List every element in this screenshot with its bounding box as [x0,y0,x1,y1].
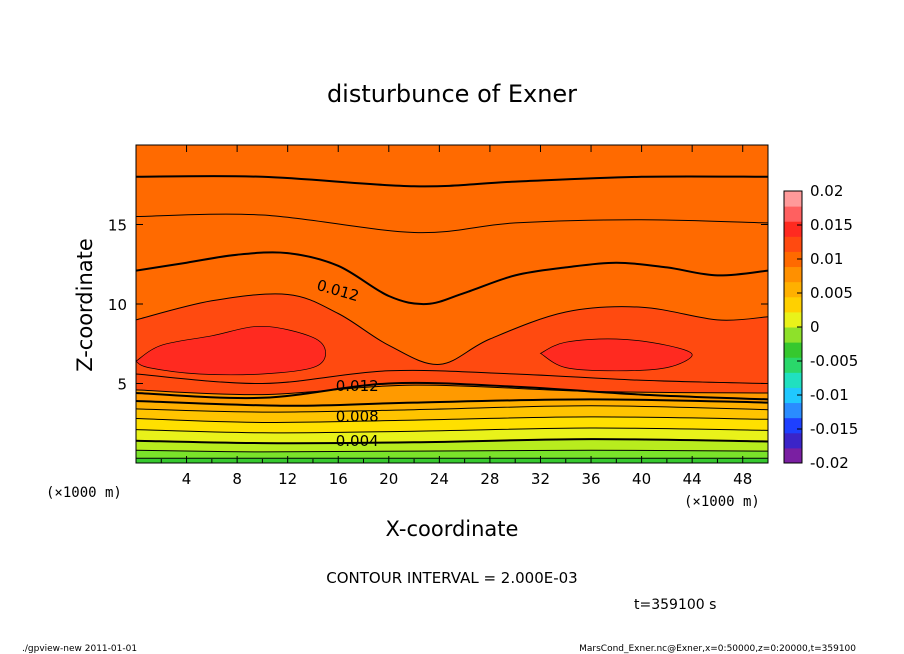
colorbar-label: 0.015 [810,216,853,234]
x-tick-label: 44 [683,470,702,488]
colorbar-swatch [784,206,802,222]
colorbar-swatch [784,191,802,207]
y-axis: 5 10 15 [108,217,768,394]
colorbar-swatch [784,357,802,373]
colorbar-label: 0.01 [810,250,843,268]
contour-line-lower-3 [136,427,768,434]
y-axis-label: Z-coordinate [73,238,97,372]
x-tick-label: 40 [632,470,651,488]
x-axis: 4 8 12 16 20 24 28 32 36 40 44 48 [160,145,752,488]
x-tick-label: 16 [329,470,348,488]
chart-title: disturbunce of Exner [327,80,577,108]
colorbar-swatch [784,311,802,328]
contour-label: 0.008 [336,407,379,425]
x-tick-label: 4 [182,470,192,488]
x-unit-label-right: (×1000 m) [684,494,760,510]
contour-line-lower-8 [136,381,768,401]
contour-line-lower-7 [136,384,768,396]
contour-interval-text: CONTOUR INTERVAL = 2.000E-03 [326,569,577,587]
colorbar-swatch [784,266,802,283]
contour-label: 0.012 [336,377,379,395]
colorbar-swatch [784,327,802,343]
x-tick-label: 28 [480,470,499,488]
contour-line-lower-4 [136,416,768,424]
y-tick-label: 15 [108,217,127,235]
contour-line-lower-9 [136,369,768,385]
colorbar-swatch [784,417,802,434]
contour-line-upper-0 [136,175,768,188]
colorbar-swatch [784,447,802,464]
contour-line-upper-1 [136,213,768,234]
footer-left: ./gpview-new 2011-01-01 [22,644,137,654]
colorbar-swatch [784,281,802,298]
band-upper-3 [136,145,768,365]
colorbar-swatch [784,402,802,419]
colorbar-swatch [784,387,802,404]
y-tick-label: 10 [108,296,127,314]
plot-area [136,145,768,463]
x-unit-label-left: (×1000 m) [46,485,122,501]
contour-line-lower-2 [136,438,768,445]
colorbar-swatch [784,296,802,313]
x-tick-label: 32 [531,470,550,488]
contour-line-upper-2 [136,251,768,306]
contour-line-lower-1 [136,449,768,453]
colorbar-swatch [784,432,802,449]
max-region-1 [539,338,693,372]
footer-right: MarsCond_Exner.nc@Exner,x=0:50000,z=0:20… [579,644,856,654]
x-tick-label: 20 [379,470,398,488]
colorbar-swatch [784,221,802,237]
colorbar: 0.02 0.015 0.01 0.005 0 -0.005 -0.01 -0.015 -0.0… [783,182,858,472]
x-tick-label: 36 [581,470,600,488]
y-tick-label: 5 [117,376,127,394]
colorbar-label: 0.005 [810,284,853,302]
colorbar-swatch [784,251,802,268]
contour-line-lower-6 [136,398,768,407]
contour-line-lower-5 [136,405,768,413]
colorbar-swatch [784,236,802,252]
band-upper-mid [136,252,768,365]
colorbar-swatch [784,372,802,388]
colorbar-swatch [784,342,802,358]
colorbar-label: 0 [810,318,820,336]
colorbar-label: -0.015 [810,420,858,438]
x-axis-label: X-coordinate [386,517,519,541]
x-tick-label: 24 [430,470,449,488]
time-text: t=359100 s [634,597,716,613]
colorbar-label: -0.02 [810,454,849,472]
band-bottom [136,458,768,463]
colorbar-label: 0.02 [810,182,843,200]
contour-line-upper-3 [136,293,768,365]
colorbar-label: -0.005 [810,352,858,370]
max-region-0 [136,325,326,376]
colorbar-label: -0.01 [810,386,849,404]
x-tick-label: 48 [733,470,752,488]
contour-label: 0.004 [336,432,379,450]
x-tick-label: 8 [232,470,242,488]
x-tick-label: 12 [278,470,297,488]
